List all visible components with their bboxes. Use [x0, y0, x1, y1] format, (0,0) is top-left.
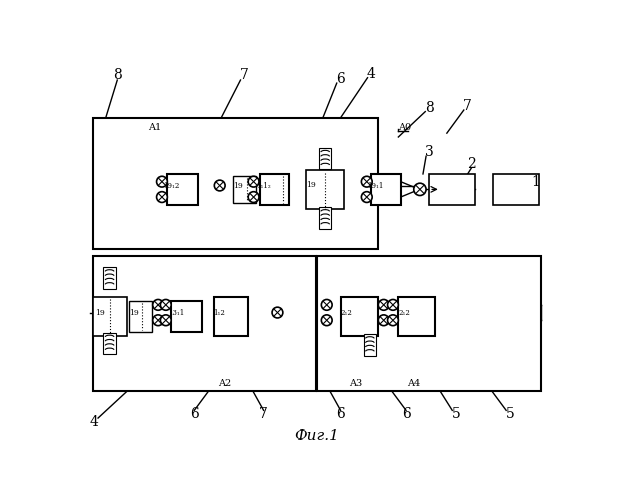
Text: 19: 19 — [234, 182, 243, 190]
Circle shape — [321, 300, 332, 310]
Text: 19: 19 — [95, 308, 104, 316]
Circle shape — [387, 315, 399, 326]
Text: 1₁1₂: 1₁1₂ — [256, 182, 271, 190]
Bar — [429, 174, 475, 205]
Bar — [171, 301, 202, 332]
Circle shape — [156, 176, 167, 187]
Bar — [167, 174, 198, 205]
Text: 1: 1 — [531, 174, 540, 188]
Circle shape — [248, 192, 259, 202]
Bar — [341, 297, 378, 336]
Circle shape — [248, 176, 259, 187]
Bar — [371, 174, 400, 205]
Text: 2: 2 — [467, 157, 476, 171]
Circle shape — [153, 315, 164, 326]
Text: 8: 8 — [113, 68, 122, 82]
Text: 1₁2: 1₁2 — [213, 308, 225, 316]
Text: 2₁2: 2₁2 — [341, 308, 353, 316]
Text: 7: 7 — [240, 68, 249, 82]
Text: A0: A0 — [399, 124, 412, 132]
Text: 4: 4 — [367, 67, 376, 81]
Text: 5: 5 — [452, 407, 460, 421]
Bar — [103, 267, 116, 288]
Text: 19: 19 — [307, 180, 316, 188]
Bar — [306, 170, 344, 208]
Bar — [364, 334, 376, 355]
Bar — [103, 332, 116, 354]
Bar — [493, 174, 540, 205]
Circle shape — [378, 300, 389, 310]
Circle shape — [413, 183, 426, 196]
Text: 4: 4 — [90, 415, 99, 429]
Text: 13₁1: 13₁1 — [167, 308, 184, 316]
Bar — [319, 148, 331, 170]
Text: A3: A3 — [349, 379, 363, 388]
Text: 19: 19 — [129, 308, 139, 316]
Circle shape — [214, 180, 225, 191]
Bar — [318, 256, 541, 391]
Circle shape — [153, 300, 164, 310]
Circle shape — [272, 307, 283, 318]
Circle shape — [378, 315, 389, 326]
Text: 7: 7 — [464, 99, 472, 113]
Bar — [93, 297, 127, 336]
Circle shape — [362, 176, 372, 187]
Circle shape — [387, 300, 399, 310]
Bar — [260, 174, 289, 205]
Circle shape — [161, 300, 171, 310]
Text: 6: 6 — [336, 407, 345, 421]
Bar — [129, 301, 152, 332]
Text: 6: 6 — [336, 72, 345, 86]
Bar — [93, 256, 316, 391]
Text: 2₁2: 2₁2 — [399, 308, 410, 316]
Text: A4: A4 — [407, 379, 420, 388]
Text: 6: 6 — [402, 407, 410, 421]
Text: 7: 7 — [259, 407, 268, 421]
Text: A1: A1 — [148, 124, 161, 132]
Circle shape — [321, 315, 332, 326]
Bar — [319, 207, 331, 229]
Text: Фиг.1: Фиг.1 — [294, 429, 339, 443]
Text: 6: 6 — [190, 407, 198, 421]
Text: 8: 8 — [425, 100, 433, 114]
Text: 5: 5 — [506, 407, 514, 421]
Circle shape — [161, 315, 171, 326]
Text: 3: 3 — [425, 146, 433, 160]
Bar — [399, 297, 435, 336]
Circle shape — [362, 192, 372, 202]
Text: 19₁1: 19₁1 — [367, 182, 383, 190]
Text: A2: A2 — [219, 379, 232, 388]
Bar — [214, 297, 248, 336]
Text: 19₁2: 19₁2 — [163, 182, 179, 190]
Circle shape — [156, 192, 167, 202]
Bar — [93, 118, 378, 248]
Bar — [233, 176, 256, 203]
